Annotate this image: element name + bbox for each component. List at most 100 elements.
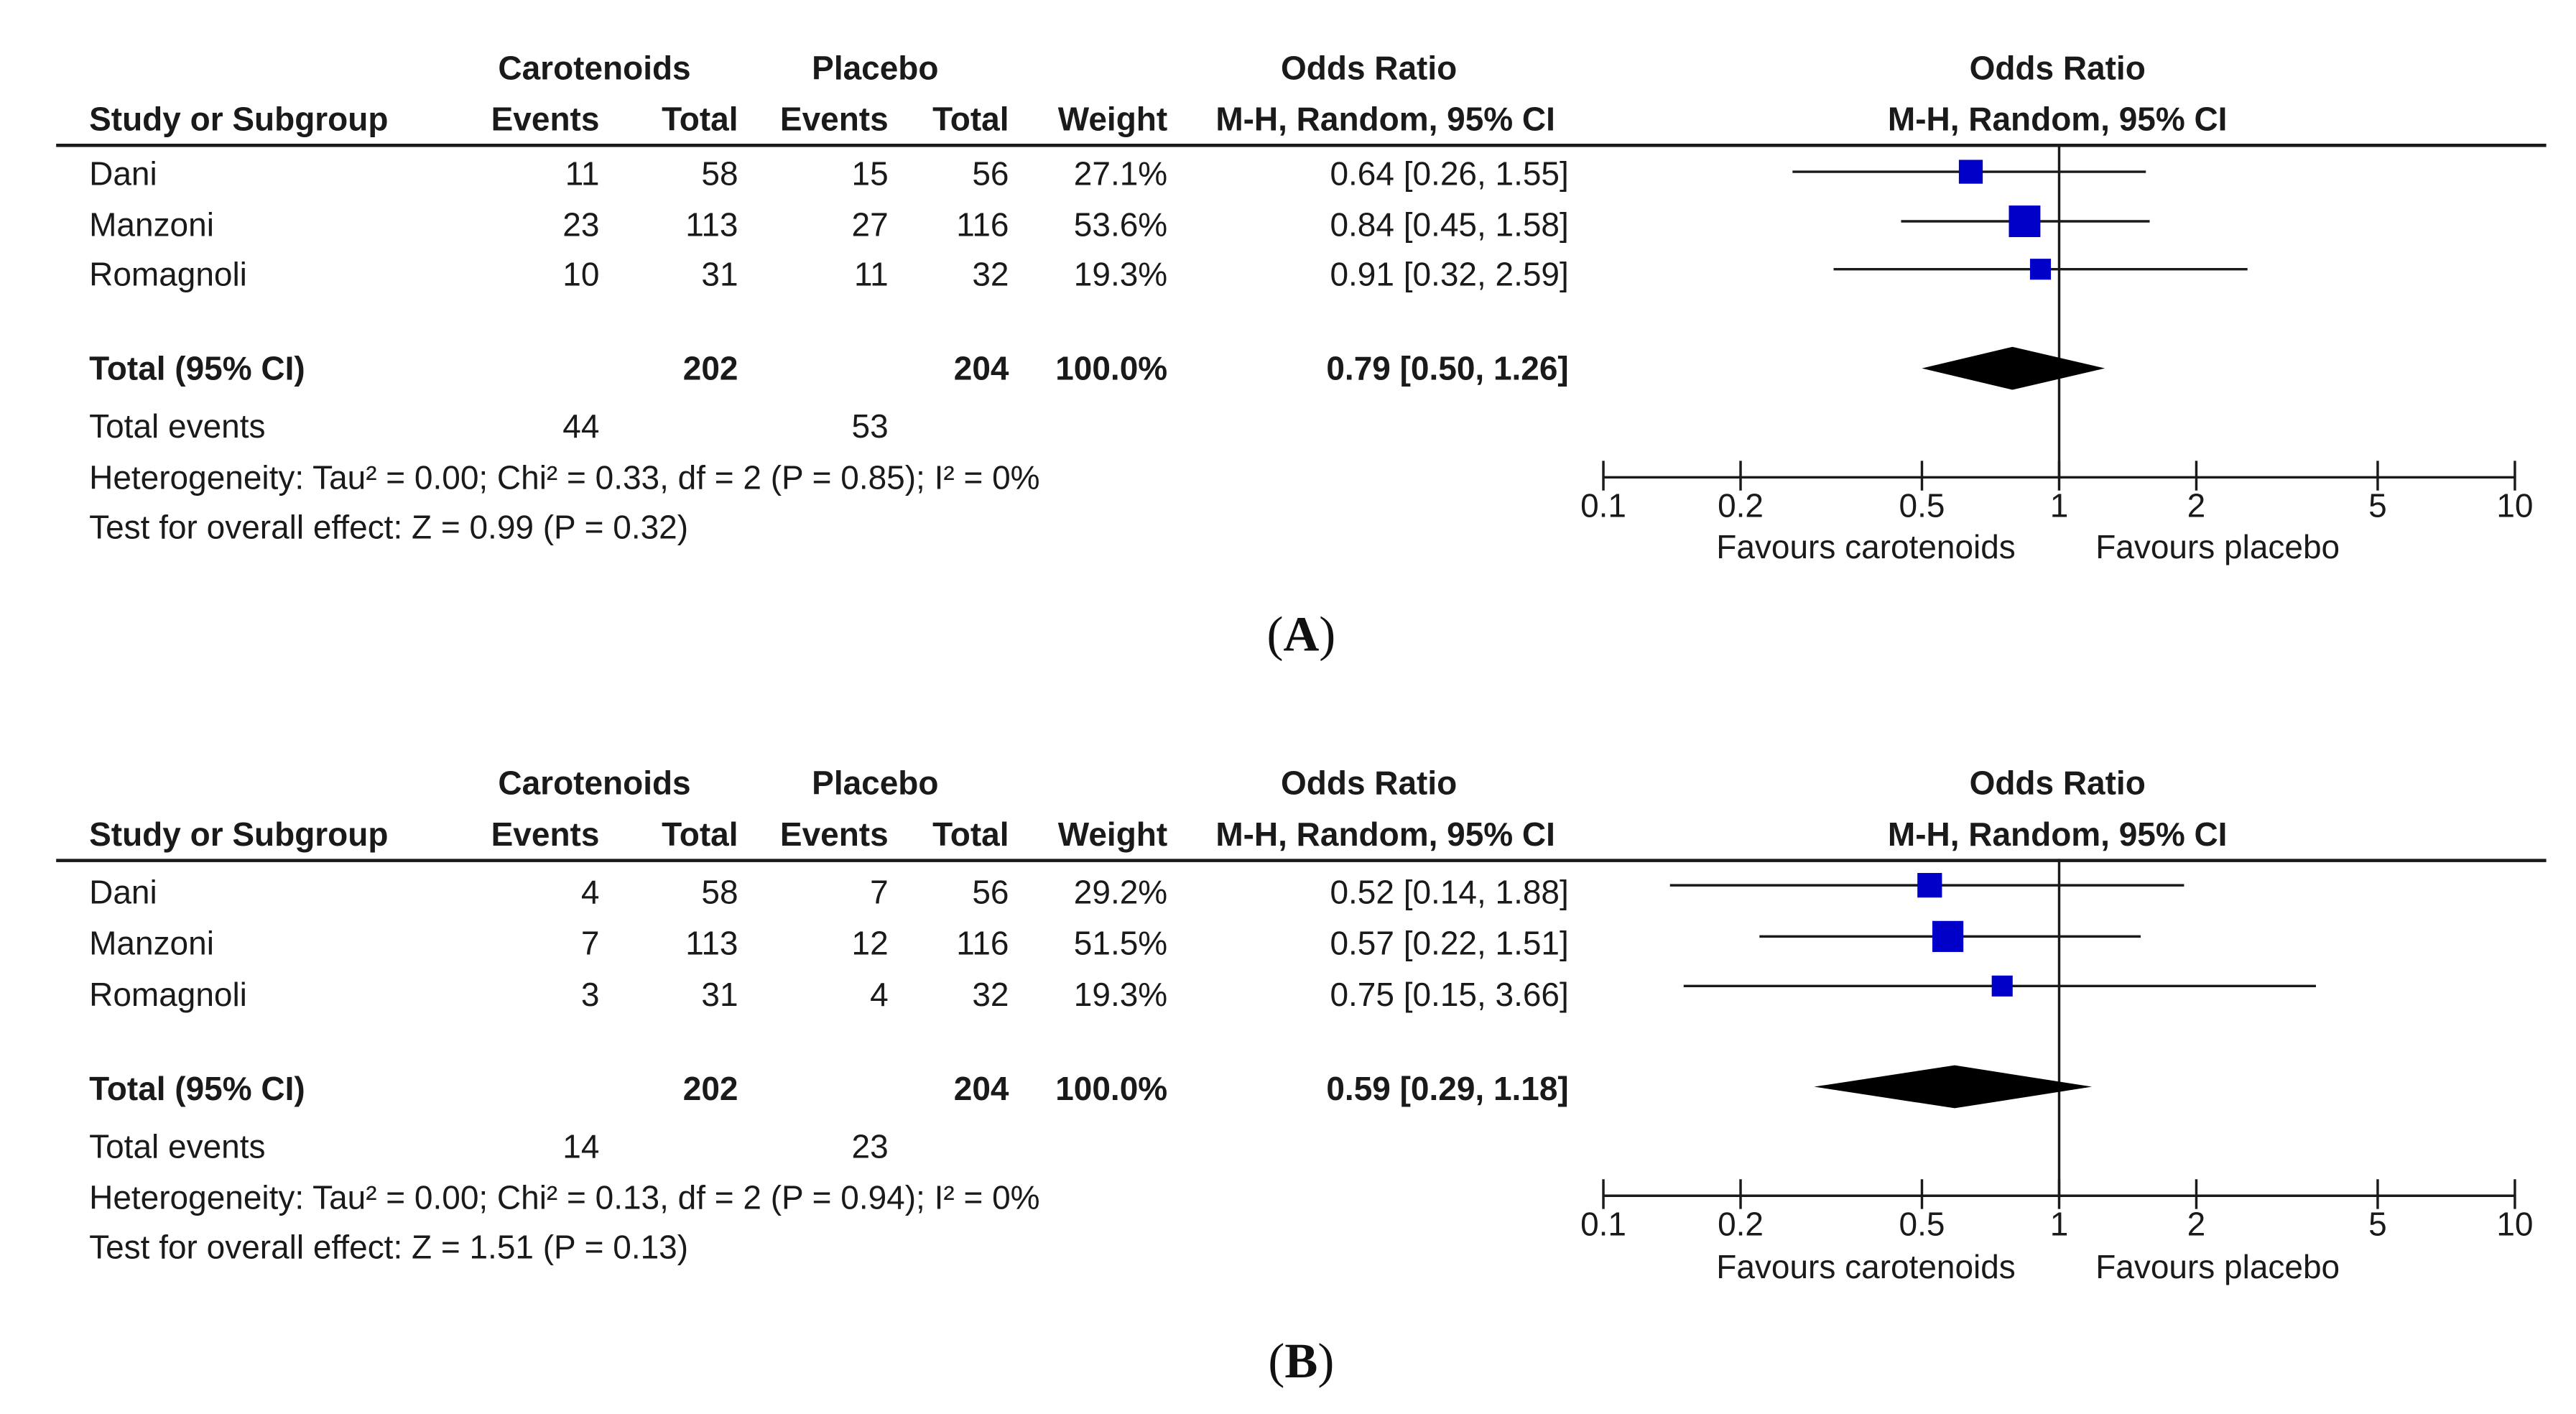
- total-carotenoids: 202: [682, 351, 738, 389]
- total-odds-ratio-ci: 0.59 [0.29, 1.18]: [1326, 1071, 1569, 1109]
- study-name: Manzoni: [89, 926, 214, 964]
- header-total-placebo: Total: [932, 102, 1009, 139]
- study-name: Dani: [89, 875, 157, 912]
- study-total-placebo: 32: [972, 257, 1009, 295]
- total-label: Total (95% CI): [89, 1071, 305, 1109]
- pooled-estimate-diamond: [1922, 346, 2105, 390]
- study-total-placebo: 56: [972, 875, 1009, 912]
- header-events-placebo: Events: [779, 817, 889, 854]
- forest-plot-a: 0.1 0.2 0.5 1 2 5 10: [1580, 143, 2533, 524]
- x-tick-label: 0.2: [1718, 486, 1764, 524]
- overall-effect-text: Test for overall effect: Z = 1.51 (P = 0…: [89, 1230, 689, 1267]
- header-odds-ratio: Odds Ratio: [1281, 766, 1458, 803]
- study-odds-ratio-ci: 0.91 [0.32, 2.59]: [1330, 257, 1569, 295]
- header-study: Study or Subgroup: [89, 817, 389, 854]
- panel-label-close: ): [1317, 1334, 1335, 1390]
- study-events-placebo: 7: [870, 875, 889, 912]
- panel-label-letter: B: [1284, 1334, 1318, 1390]
- study-point-estimate: [2029, 259, 2052, 280]
- study-events-carotenoids: 11: [565, 157, 600, 193]
- study-odds-ratio-ci: 0.64 [0.26, 1.55]: [1330, 157, 1569, 193]
- header-placebo: Placebo: [812, 766, 939, 803]
- study-events-carotenoids: 3: [580, 977, 600, 1015]
- pooled-estimate-diamond: [1814, 1065, 2093, 1109]
- panel-label-letter: A: [1283, 607, 1320, 662]
- header-total-carotenoids: Total: [662, 817, 738, 854]
- study-point-estimate: [1991, 975, 2013, 997]
- total-events-carotenoids: 14: [562, 1129, 600, 1166]
- study-name: Dani: [89, 157, 157, 193]
- forest-plot-b: 0.1 0.2 0.5 1 2 5 10: [1580, 859, 2533, 1242]
- panel-label-close: ): [1319, 607, 1336, 662]
- favours-carotenoids-label: Favours carotenoids: [1716, 530, 2016, 567]
- header-divider: [56, 143, 2547, 147]
- panel-label-a: (A): [1266, 608, 1335, 664]
- header-carotenoids: Carotenoids: [498, 51, 691, 88]
- header-or-method: M-H, Random, 95% CI: [1215, 102, 1555, 139]
- total-weight: 100.0%: [1055, 1071, 1168, 1109]
- study-weight: 29.2%: [1073, 875, 1168, 912]
- study-point-estimate: [1958, 160, 1983, 184]
- forest-panel-b: Carotenoids Placebo Odds Ratio Odds Rati…: [0, 715, 2576, 1408]
- header-placebo: Placebo: [812, 51, 939, 88]
- study-weight: 19.3%: [1073, 977, 1168, 1015]
- study-events-placebo: 27: [851, 208, 889, 245]
- total-label: Total (95% CI): [89, 351, 305, 389]
- forest-panel-a: Carotenoids Placebo Odds Ratio Odds Rati…: [0, 0, 2576, 693]
- header-total-carotenoids: Total: [662, 102, 738, 139]
- total-carotenoids: 202: [682, 1071, 738, 1109]
- x-tick-label: 10: [2496, 486, 2533, 524]
- total-weight: 100.0%: [1055, 351, 1168, 389]
- x-tick-label: 2: [2187, 1205, 2206, 1242]
- heterogeneity-text: Heterogeneity: Tau² = 0.00; Chi² = 0.33,…: [89, 461, 1040, 497]
- study-total-placebo: 56: [972, 157, 1009, 193]
- overall-effect-text: Test for overall effect: Z = 0.99 (P = 0…: [89, 510, 689, 547]
- study-weight: 51.5%: [1073, 926, 1168, 964]
- panel-label-open: (: [1268, 1334, 1285, 1390]
- study-odds-ratio-ci: 0.57 [0.22, 1.51]: [1330, 926, 1569, 964]
- header-odds-ratio: Odds Ratio: [1281, 51, 1458, 88]
- study-events-carotenoids: 10: [562, 257, 600, 295]
- study-point-estimate: [1932, 920, 1964, 952]
- study-total-placebo: 116: [956, 926, 1009, 964]
- study-events-placebo: 11: [853, 257, 889, 295]
- x-tick-label: 0.2: [1718, 1205, 1764, 1242]
- heterogeneity-text: Heterogeneity: Tau² = 0.00; Chi² = 0.13,…: [89, 1180, 1040, 1218]
- x-tick-label: 5: [2368, 1205, 2387, 1242]
- total-events-label: Total events: [89, 1129, 266, 1166]
- header-weight: Weight: [1057, 102, 1168, 139]
- study-odds-ratio-ci: 0.84 [0.45, 1.58]: [1330, 208, 1569, 245]
- x-tick-label: 1: [2050, 486, 2069, 524]
- total-events-placebo: 53: [851, 410, 889, 446]
- study-total-carotenoids: 58: [701, 157, 738, 193]
- study-events-carotenoids: 23: [562, 208, 600, 245]
- total-placebo: 204: [953, 1071, 1009, 1109]
- study-total-carotenoids: 31: [701, 977, 738, 1015]
- study-total-carotenoids: 113: [685, 926, 738, 964]
- study-point-estimate: [1917, 872, 1942, 898]
- header-divider: [56, 859, 2547, 862]
- total-events-label: Total events: [89, 410, 266, 446]
- study-events-carotenoids: 4: [580, 875, 600, 912]
- x-tick-label: 2: [2187, 486, 2206, 524]
- x-tick-label: 0.5: [1899, 486, 1945, 524]
- x-tick-label: 0.1: [1580, 1205, 1626, 1242]
- favours-placebo-label: Favours placebo: [2095, 530, 2340, 567]
- study-total-placebo: 116: [956, 208, 1009, 245]
- header-study: Study or Subgroup: [89, 102, 389, 139]
- header-plot-odds-ratio: Odds Ratio: [1969, 766, 2146, 803]
- x-tick-label: 1: [2050, 1205, 2069, 1242]
- study-odds-ratio-ci: 0.75 [0.15, 3.66]: [1330, 977, 1569, 1015]
- x-tick-label: 10: [2496, 1205, 2533, 1242]
- study-events-placebo: 12: [851, 926, 889, 964]
- header-events-carotenoids: Events: [491, 102, 600, 139]
- header-total-placebo: Total: [932, 817, 1009, 854]
- header-or-method: M-H, Random, 95% CI: [1215, 817, 1555, 854]
- study-weight: 27.1%: [1073, 157, 1168, 193]
- header-events-carotenoids: Events: [491, 817, 600, 854]
- header-events-placebo: Events: [779, 102, 889, 139]
- study-name: Manzoni: [89, 208, 214, 245]
- header-weight: Weight: [1057, 817, 1168, 854]
- x-tick-label: 5: [2368, 486, 2387, 524]
